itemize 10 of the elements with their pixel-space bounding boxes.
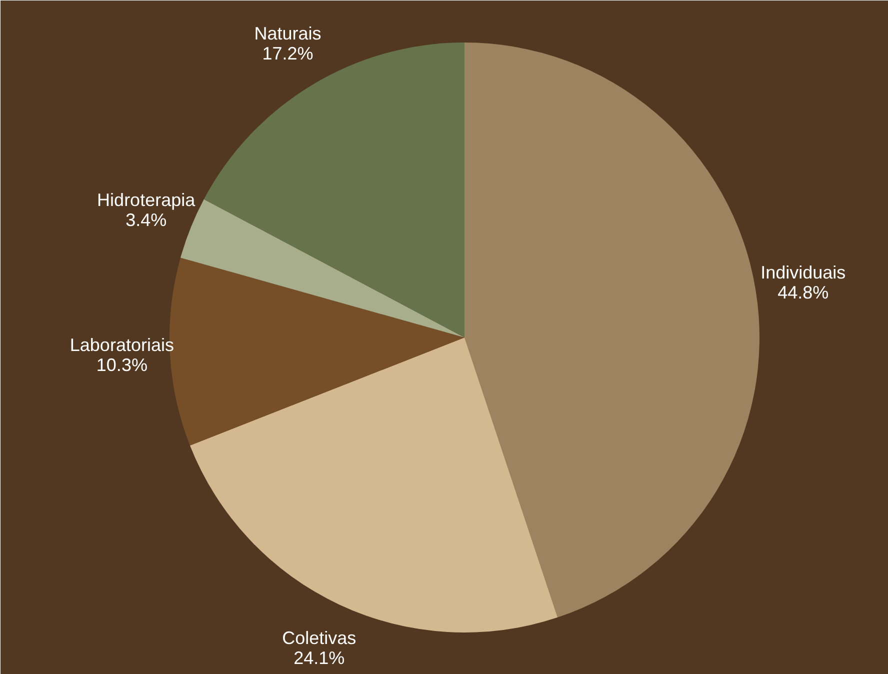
data-label: 44.8% xyxy=(778,282,829,303)
data-label: 24.1% xyxy=(294,648,345,668)
data-label: 3.4% xyxy=(126,210,167,230)
slice-label: Hidroterapia xyxy=(97,190,196,210)
slice-label: Laboratoriais xyxy=(70,334,174,355)
data-label: 17.2% xyxy=(262,44,314,64)
slice-label: Coletivas xyxy=(282,628,356,648)
slice-label: Naturais xyxy=(254,24,322,44)
slice-label: Individuais xyxy=(760,262,846,283)
data-label: 10.3% xyxy=(96,354,148,375)
